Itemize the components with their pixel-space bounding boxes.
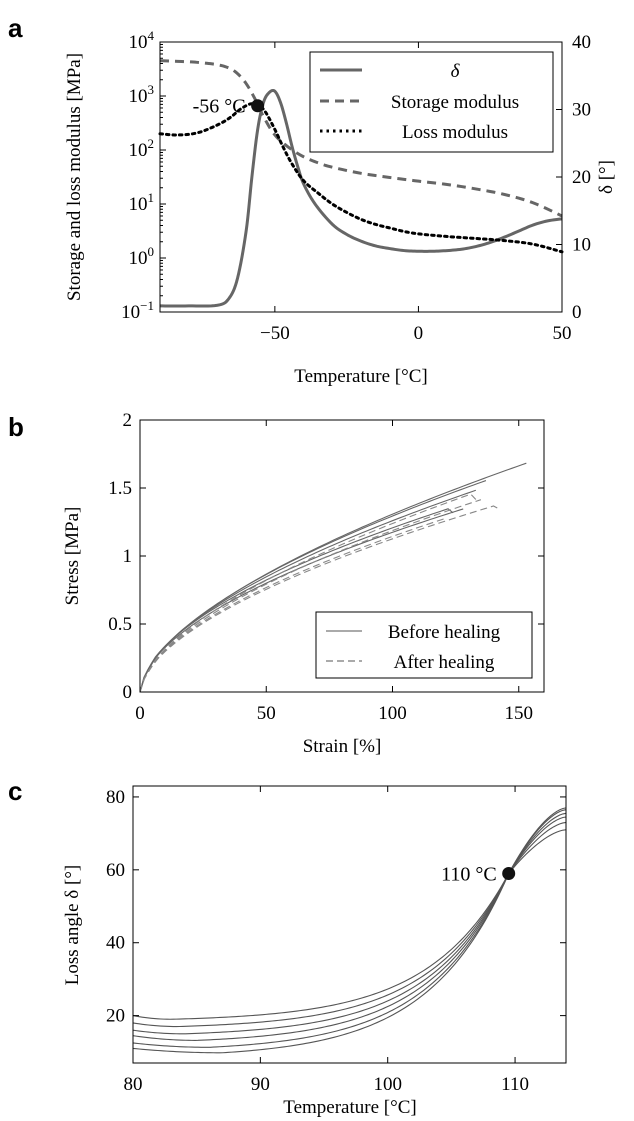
panel-b-curve-solid-2	[139, 480, 487, 693]
panel-c-curves	[132, 807, 567, 1054]
panel-a-right-tick-label: 20	[572, 167, 591, 188]
panel-a-right-tick-label: 30	[572, 100, 591, 121]
panel-a-left-tick-label: 10−1	[121, 298, 154, 323]
panel-c-curve-1	[132, 829, 567, 1020]
panel-a-series-3	[158, 102, 564, 254]
panel-a-left-axis-label: Storage and loss modulus [MPa]	[64, 53, 85, 301]
panel-b-curves	[139, 462, 527, 693]
panel-c-y-tick-label: 60	[106, 860, 125, 881]
panel-a-left-tick-label: 102	[129, 136, 155, 161]
panel-c-x-tick-label: 80	[124, 1074, 143, 1095]
panel-b-y-axis-label: Stress [MPa]	[62, 507, 83, 606]
panel-a-curves	[158, 59, 564, 308]
panel-c-x-axis-label: Temperature [°C]	[283, 1097, 416, 1118]
panel-a-left-tick-label: 100	[129, 244, 155, 269]
panel-b-x-tick-label: 0	[135, 703, 145, 724]
panel-b-y-tick-label: 1	[123, 546, 133, 567]
panel-a-annotation: -56 °C	[193, 96, 265, 118]
panel-a-left-tick-label: 103	[129, 82, 155, 107]
panel-b-y-tick-label: 2	[123, 410, 133, 431]
panel-c-annotation: 110 °C	[441, 863, 516, 885]
panel-b-y-tick-label: 0.5	[108, 614, 132, 635]
panel-c-y-tick-label: 80	[106, 787, 125, 808]
panel-c-ticks: 80 90 100 110 20 40 60 80	[106, 786, 566, 1095]
panel-a-right-tick-label: 10	[572, 235, 591, 256]
legend-after-label: After healing	[394, 652, 495, 673]
panel-a-x-tick-label: −50	[260, 323, 290, 344]
panel-c-x-tick-label: 90	[251, 1074, 270, 1095]
legend-storage-label: Storage modulus	[391, 92, 519, 113]
panel-c-curve-5	[132, 809, 567, 1048]
panel-c-curve-3	[132, 816, 567, 1035]
panel-a-right-tick-label: 0	[572, 302, 582, 323]
panel-a-legend: δ Storage modulus Loss modulus	[309, 51, 554, 153]
panel-b-ticks: 0 50 100 150 0 0.5 1 1.5 2	[108, 410, 544, 724]
panel-b-x-tick-label: 150	[505, 703, 534, 724]
panel-b-legend: Before healing After healing	[315, 611, 533, 679]
panel-c-curve-4	[132, 812, 567, 1041]
legend-delta-label: δ	[451, 61, 461, 82]
panel-a-annotation-label: -56 °C	[193, 96, 246, 118]
panel-c-y-axis-label: Loss angle δ [°]	[62, 865, 83, 986]
panel-c-letter: c	[8, 776, 22, 806]
panel-b-curve-dashed-9	[139, 517, 446, 693]
panel-b-letter: b	[8, 412, 24, 442]
panel-c-annotation-label: 110 °C	[441, 863, 497, 885]
panel-b-curve-dashed-6	[139, 493, 477, 693]
panel-b-curve-dashed-7	[139, 499, 482, 693]
panel-b-legend-box	[315, 611, 533, 679]
panel-c-axes-frame	[132, 785, 567, 1064]
panel-a-x-tick-label: 0	[414, 323, 424, 344]
panel-a-left-tick-label: 101	[129, 190, 155, 215]
panel-a-left-tick-label: 104	[129, 28, 155, 53]
panel-b: b 0 50 100 150 0 0.5 1 1.5 2 Before healing Afte…	[8, 410, 545, 757]
panel-c-y-tick-label: 20	[106, 1006, 125, 1027]
panel-a-series-2	[159, 59, 563, 218]
panel-b-curve-dashed-8	[139, 505, 499, 693]
panel-b-x-tick-label: 100	[378, 703, 407, 724]
panel-c-x-tick-label: 100	[373, 1074, 402, 1095]
panel-c-curve-6	[132, 807, 567, 1054]
panel-a-right-tick-label: 40	[572, 32, 591, 53]
panel-b-y-tick-label: 1.5	[108, 478, 132, 499]
legend-before-label: Before healing	[388, 622, 501, 643]
panel-c-curve-2	[132, 821, 567, 1028]
panel-c-annotation-marker	[502, 866, 516, 880]
panel-b-x-axis-label: Strain [%]	[303, 736, 382, 757]
panel-a-right-axis-label: δ [°]	[596, 160, 617, 194]
panel-a-annotation-marker	[251, 99, 265, 113]
panel-a-x-tick-label: 50	[553, 323, 572, 344]
legend-loss-label: Loss modulus	[402, 122, 508, 143]
panel-b-y-tick-label: 0	[123, 682, 133, 703]
panel-c-y-tick-label: 40	[106, 933, 125, 954]
panel-a-series-1	[160, 88, 563, 308]
panel-b-x-tick-label: 50	[257, 703, 276, 724]
panel-c-x-tick-label: 110	[501, 1074, 529, 1095]
panel-b-curve-solid-5	[139, 508, 454, 693]
panel-b-curve-solid-3	[139, 489, 477, 693]
panel-c: c 80 90 100 110 20 40 60 80 110 °C Loss angle δ…	[8, 776, 567, 1118]
panel-a-letter: a	[8, 13, 23, 43]
panel-a-x-axis-label: Temperature [°C]	[294, 366, 427, 387]
